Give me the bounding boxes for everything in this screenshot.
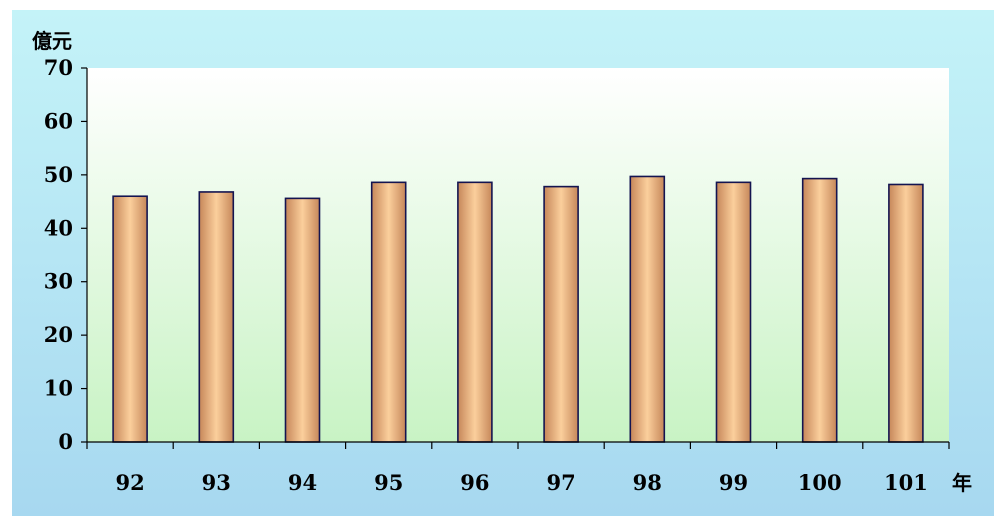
x-tick-label: 96	[460, 470, 489, 495]
x-tick-label: 93	[202, 470, 231, 495]
y-axis-unit-label: 億元	[32, 29, 72, 53]
bar-97	[543, 185, 579, 443]
x-tick-label: 99	[719, 470, 748, 495]
y-tick-label: 40	[44, 215, 73, 240]
x-tick-label: 98	[633, 470, 662, 495]
x-tick-label: 95	[374, 470, 403, 495]
bar-98	[629, 175, 666, 443]
y-tick-label: 10	[44, 376, 73, 401]
x-tick-label: 94	[288, 470, 317, 495]
x-tick-label: 101	[884, 470, 928, 495]
y-tick-label: 0	[58, 429, 73, 454]
bar-100	[801, 177, 838, 443]
y-tick-label: 20	[44, 322, 73, 347]
bar-93	[198, 191, 235, 443]
bar-101	[888, 183, 924, 443]
x-tick-label: 97	[546, 470, 575, 495]
y-ticks-layer: 0 10 20 30 40 50 60 70	[44, 55, 87, 454]
x-tick-label: 100	[798, 470, 842, 495]
y-tick-label: 30	[44, 269, 73, 294]
y-tick-label: 60	[44, 108, 73, 133]
bar-94	[284, 197, 321, 443]
bar-96	[457, 181, 493, 443]
bar-95	[370, 181, 407, 443]
bars-layer	[112, 175, 924, 443]
x-ticks-layer: 92 93 94 95 96 97 98 99 100 101	[86, 442, 950, 495]
x-tick-label: 92	[115, 470, 144, 495]
x-axis-unit-label: 年	[952, 471, 972, 495]
y-tick-label: 50	[44, 162, 73, 187]
bar-92	[112, 195, 148, 443]
bar-99	[715, 181, 752, 443]
y-tick-label: 70	[44, 55, 73, 80]
